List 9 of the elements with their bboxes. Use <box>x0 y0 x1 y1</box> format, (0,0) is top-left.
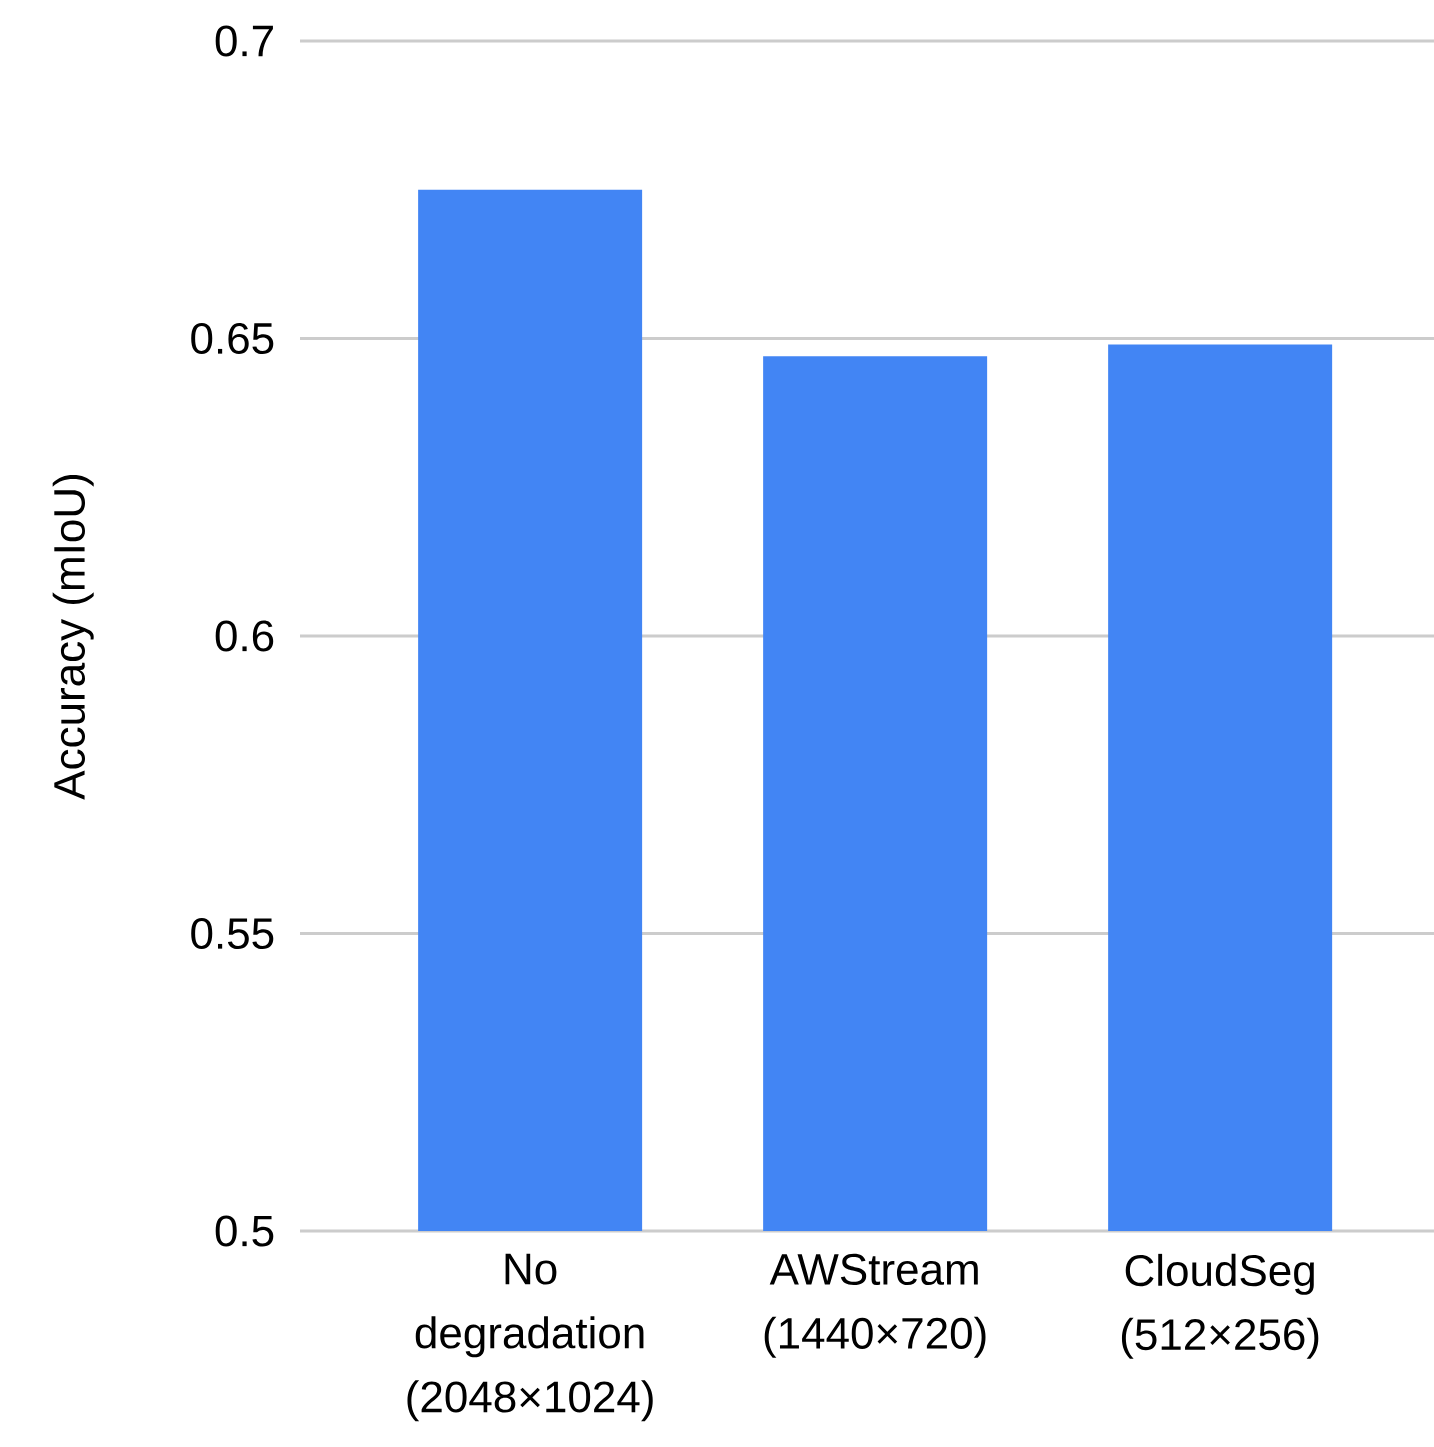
y-tick-label: 0.7 <box>215 25 273 57</box>
y-tick-label: 0.5 <box>215 1215 274 1247</box>
x-tick-label: AWStream (1440×720) <box>764 1253 986 1358</box>
y-tick-label: 0.65 <box>191 322 274 355</box>
y-tick-label: 0.6 <box>215 620 274 652</box>
y-tick-label: 0.55 <box>191 917 274 950</box>
x-tick-label: CloudSeg (512×256) <box>1121 1253 1319 1359</box>
y-axis-title: Accuracy (mIoU) <box>52 474 94 800</box>
x-tick-label: No degradation (2048×1024) <box>407 1253 653 1422</box>
